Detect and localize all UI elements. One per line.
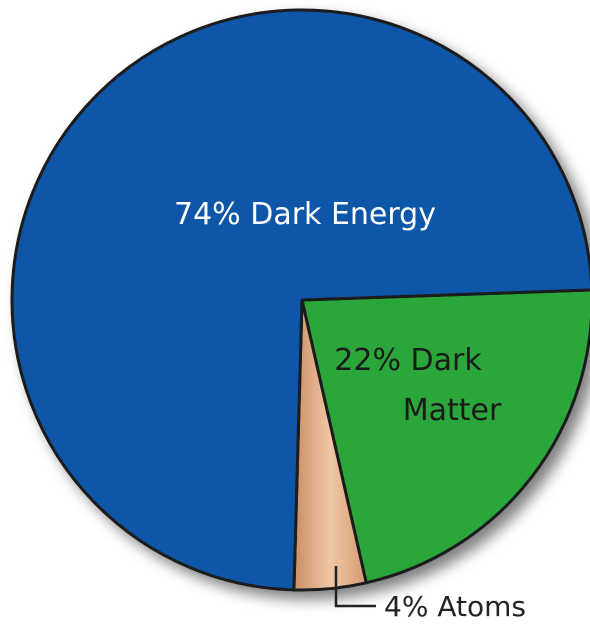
pie-slices: [10, 8, 590, 592]
atoms-callout-line: [334, 566, 376, 608]
atoms-callout-label: 4% Atoms: [384, 590, 526, 623]
pie-slice-dark-matter: [300, 288, 590, 585]
slice-label-dark-matter-line-2: Matter: [403, 393, 502, 428]
slice-label-dark-energy-line-1: 74% Dark Energy: [174, 197, 436, 232]
slice-label-dark-matter-line-1: 22% Dark: [334, 343, 482, 378]
pie-slice-dark-energy: [10, 8, 590, 592]
pie-labels: 22% Dark Matter 74% Dark Energy: [174, 197, 502, 428]
